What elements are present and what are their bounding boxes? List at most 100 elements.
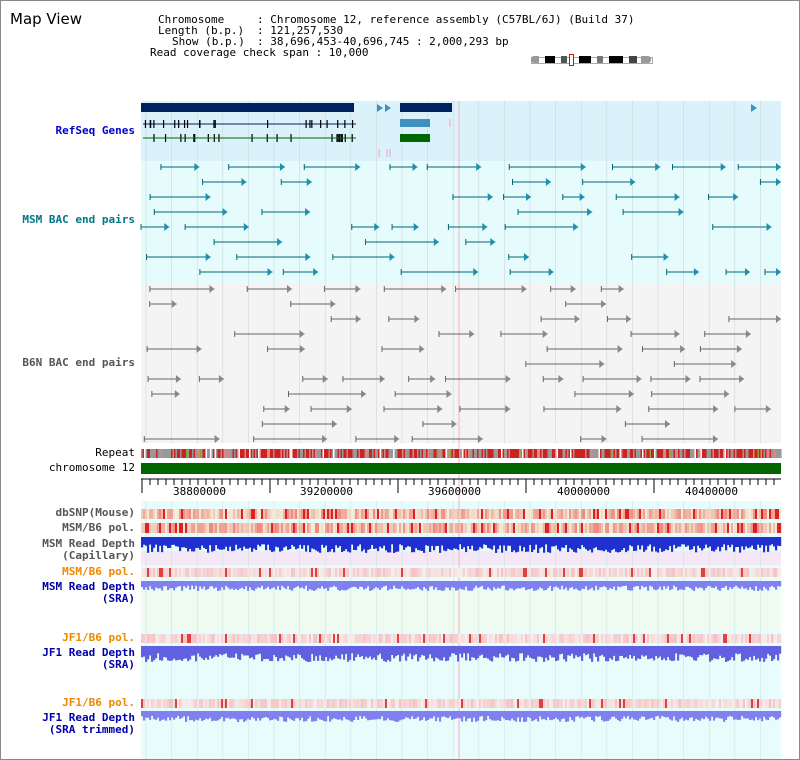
read-depth-bar	[575, 581, 578, 589]
polymorphism-cell	[483, 523, 486, 533]
repeat-element	[711, 449, 713, 458]
repeat-element	[546, 449, 548, 458]
polymorphism-cell	[261, 699, 264, 708]
repeat-element	[141, 449, 143, 458]
polymorphism-cell	[539, 634, 542, 643]
polymorphism-cell	[573, 509, 576, 519]
read-depth-bar	[735, 537, 738, 548]
repeat-element	[636, 449, 638, 458]
polymorphism-cell	[363, 634, 366, 643]
repeat-element	[538, 449, 541, 458]
repeat-element	[549, 449, 551, 458]
read-depth-bar	[715, 537, 718, 550]
read-depth-bar	[635, 537, 638, 551]
read-depth-bar	[219, 646, 222, 655]
read-depth-bar	[449, 581, 452, 591]
polymorphism-cell	[757, 509, 760, 519]
polymorphism-cell	[601, 523, 604, 533]
polymorphism-cell	[147, 509, 150, 519]
read-depth-bar	[349, 581, 352, 588]
polymorphism-cell	[269, 634, 272, 643]
polymorphism-cell	[277, 634, 280, 643]
read-depth-bar	[223, 537, 226, 550]
polymorphism-cell	[409, 634, 412, 643]
read-depth-bar	[429, 646, 432, 655]
polymorphism-cell	[185, 509, 188, 519]
polymorphism-cell	[431, 568, 434, 577]
polymorphism-cell	[617, 523, 620, 533]
polymorphism-cell	[641, 509, 644, 519]
read-depth-bar	[217, 711, 220, 721]
polymorphism-cell	[733, 634, 736, 643]
read-depth-bar	[209, 581, 212, 587]
polymorphism-cell	[281, 699, 284, 708]
read-depth-bar	[707, 581, 710, 587]
read-depth-bar	[277, 646, 280, 662]
polymorphism-cell	[189, 699, 192, 708]
chromosome-ideogram[interactable]	[531, 54, 653, 66]
polymorphism-cell	[603, 568, 606, 577]
read-depth-bar	[153, 581, 156, 591]
polymorphism-cell	[299, 523, 302, 533]
polymorphism-cell	[479, 509, 482, 519]
repeat-element	[589, 449, 592, 458]
read-depth-bar	[593, 646, 596, 654]
polymorphism-cell	[635, 509, 638, 519]
read-depth-bar	[727, 581, 730, 590]
read-depth-bar	[487, 581, 490, 588]
read-depth-bar	[603, 711, 606, 722]
read-depth-bar	[441, 646, 444, 661]
repeat-element	[642, 449, 644, 458]
polymorphism-cell	[293, 509, 296, 519]
polymorphism-cell	[191, 634, 194, 643]
info-length-key: Length (b.p.)	[158, 24, 245, 37]
read-depth-bar	[173, 646, 176, 659]
polymorphism-cell	[531, 634, 534, 643]
polymorphism-cell	[729, 699, 732, 708]
polymorphism-cell	[603, 699, 606, 708]
polymorphism-cell	[487, 568, 490, 577]
read-depth-bar	[659, 581, 662, 587]
read-depth-bar	[443, 711, 446, 717]
repeat-element	[226, 449, 229, 458]
polymorphism-cell	[153, 634, 156, 643]
read-depth-bar	[377, 581, 380, 589]
read-depth-bar	[165, 711, 168, 721]
polymorphism-cell	[567, 699, 570, 708]
polymorphism-cell	[387, 634, 390, 643]
polymorphism-cell	[407, 523, 410, 533]
read-depth-bar	[167, 646, 170, 661]
repeat-element	[157, 449, 160, 458]
read-depth-bar	[203, 711, 206, 721]
read-depth-bar	[557, 711, 560, 720]
read-depth-bar	[273, 646, 276, 655]
polymorphism-cell	[151, 523, 154, 533]
polymorphism-cell	[499, 568, 502, 577]
polymorphism-cell	[243, 699, 246, 708]
repeat-element	[472, 449, 475, 458]
polymorphism-cell	[233, 634, 236, 643]
read-depth-bar	[337, 581, 340, 590]
polymorphism-cell	[647, 699, 650, 708]
polymorphism-cell	[339, 634, 342, 643]
repeat-element	[268, 449, 271, 458]
read-depth-bar	[437, 581, 440, 591]
polymorphism-cell	[143, 634, 146, 643]
bac-end-marker	[284, 405, 290, 413]
polymorphism-cell	[541, 523, 544, 533]
polymorphism-cell	[191, 699, 194, 708]
read-depth-bar	[611, 711, 614, 718]
polymorphism-cell	[745, 699, 748, 708]
polymorphism-cell	[377, 509, 380, 519]
polymorphism-cell	[665, 699, 668, 708]
read-depth-bar	[547, 646, 550, 661]
polymorphism-cell	[715, 634, 718, 643]
read-depth-bar	[369, 711, 372, 720]
repeat-element	[366, 449, 368, 458]
repeat-element	[229, 449, 232, 458]
repeat-element	[256, 449, 259, 458]
read-depth-bar	[699, 711, 702, 721]
read-depth-bar	[203, 537, 206, 548]
polymorphism-cell	[677, 634, 680, 643]
